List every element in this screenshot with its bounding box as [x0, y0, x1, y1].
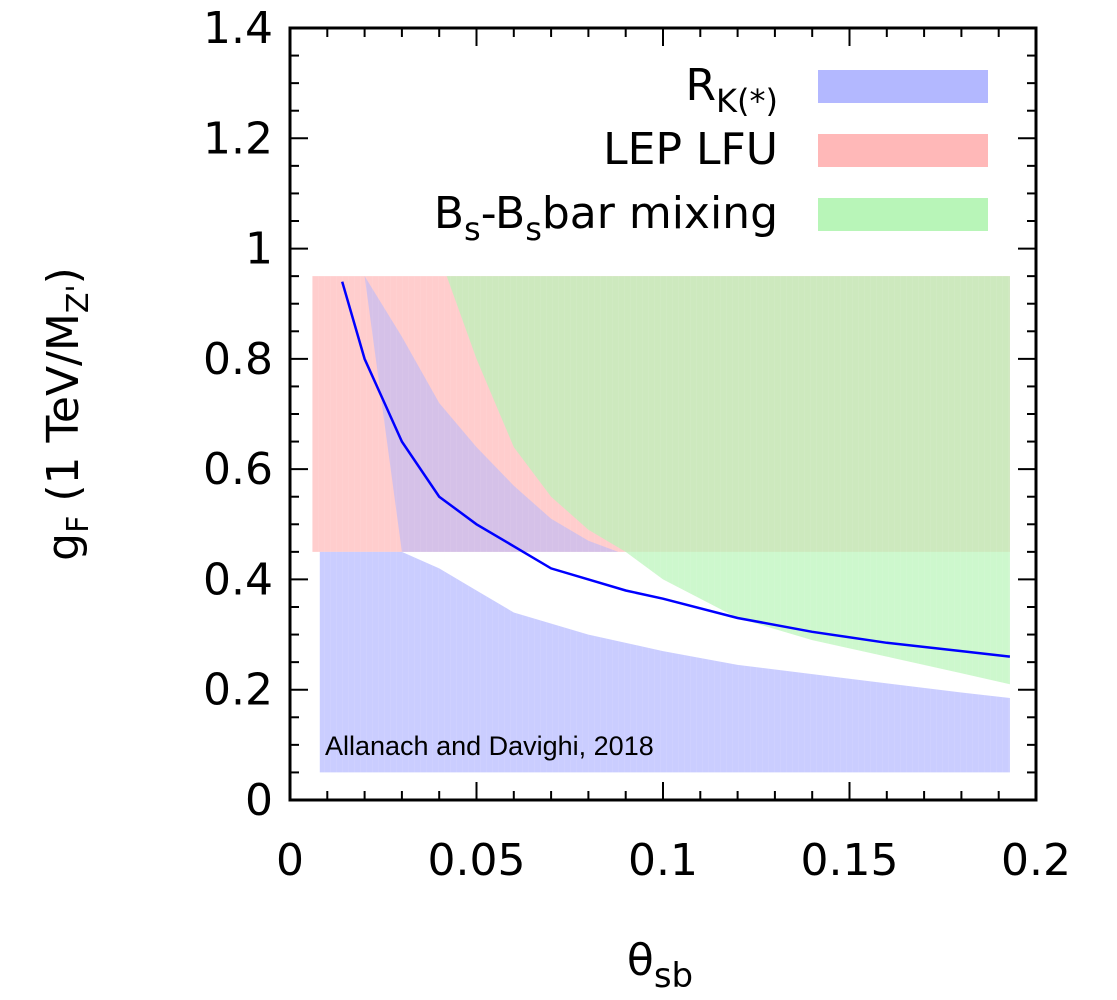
y-tick-label: 0.6 — [203, 444, 273, 495]
chart-annotation: Allanach and Davighi, 2018 — [325, 731, 654, 761]
y-tick-label: 1.4 — [203, 3, 273, 54]
bands-layer — [312, 276, 1010, 773]
y-tick-label: 0.4 — [203, 554, 273, 605]
curve-layer — [340, 281, 1011, 658]
legend-label-lep: LEP LFU — [603, 124, 778, 175]
x-axis-label: θsb — [627, 935, 693, 996]
central-curve — [340, 281, 1011, 658]
legend-swatch-lep — [818, 134, 988, 167]
legend-swatch-rk — [818, 70, 988, 103]
y-tick-label: 1 — [245, 224, 273, 275]
tick-labels-layer: 0 0.05 0.1 0.15 0.2 0 0.2 0.4 0.6 0.8 1 1.2 1.4 — [203, 3, 1071, 886]
legend-swatch-bs — [818, 198, 988, 231]
legend: RK(*)LEP LFU Bs-Bsbar mixing — [434, 60, 988, 248]
y-tick-label: 0 — [245, 775, 273, 826]
rk-hatch-layer — [311, 276, 1009, 773]
bs-band — [446, 276, 1010, 685]
legend-label-rk: RK(*) — [685, 60, 778, 120]
rk-upper-band — [364, 276, 619, 552]
x-tick-label: 0.2 — [1001, 835, 1071, 886]
x-tick-label: 0 — [276, 835, 304, 886]
x-tick-label: 0.15 — [801, 835, 899, 886]
y-tick-label: 0.2 — [203, 665, 273, 716]
legend-label-bs: Bs-Bsbar mixing — [434, 188, 778, 248]
x-tick-label: 0.05 — [428, 835, 526, 886]
rk-band — [319, 551, 1010, 773]
y-tick-label: 1.2 — [203, 113, 273, 164]
y-tick-label: 0.8 — [203, 334, 273, 385]
x-tick-label: 0.1 — [628, 835, 698, 886]
y-axis-label: gF (1 TeV/MZ') — [38, 267, 96, 561]
ticks-layer — [289, 27, 1037, 801]
